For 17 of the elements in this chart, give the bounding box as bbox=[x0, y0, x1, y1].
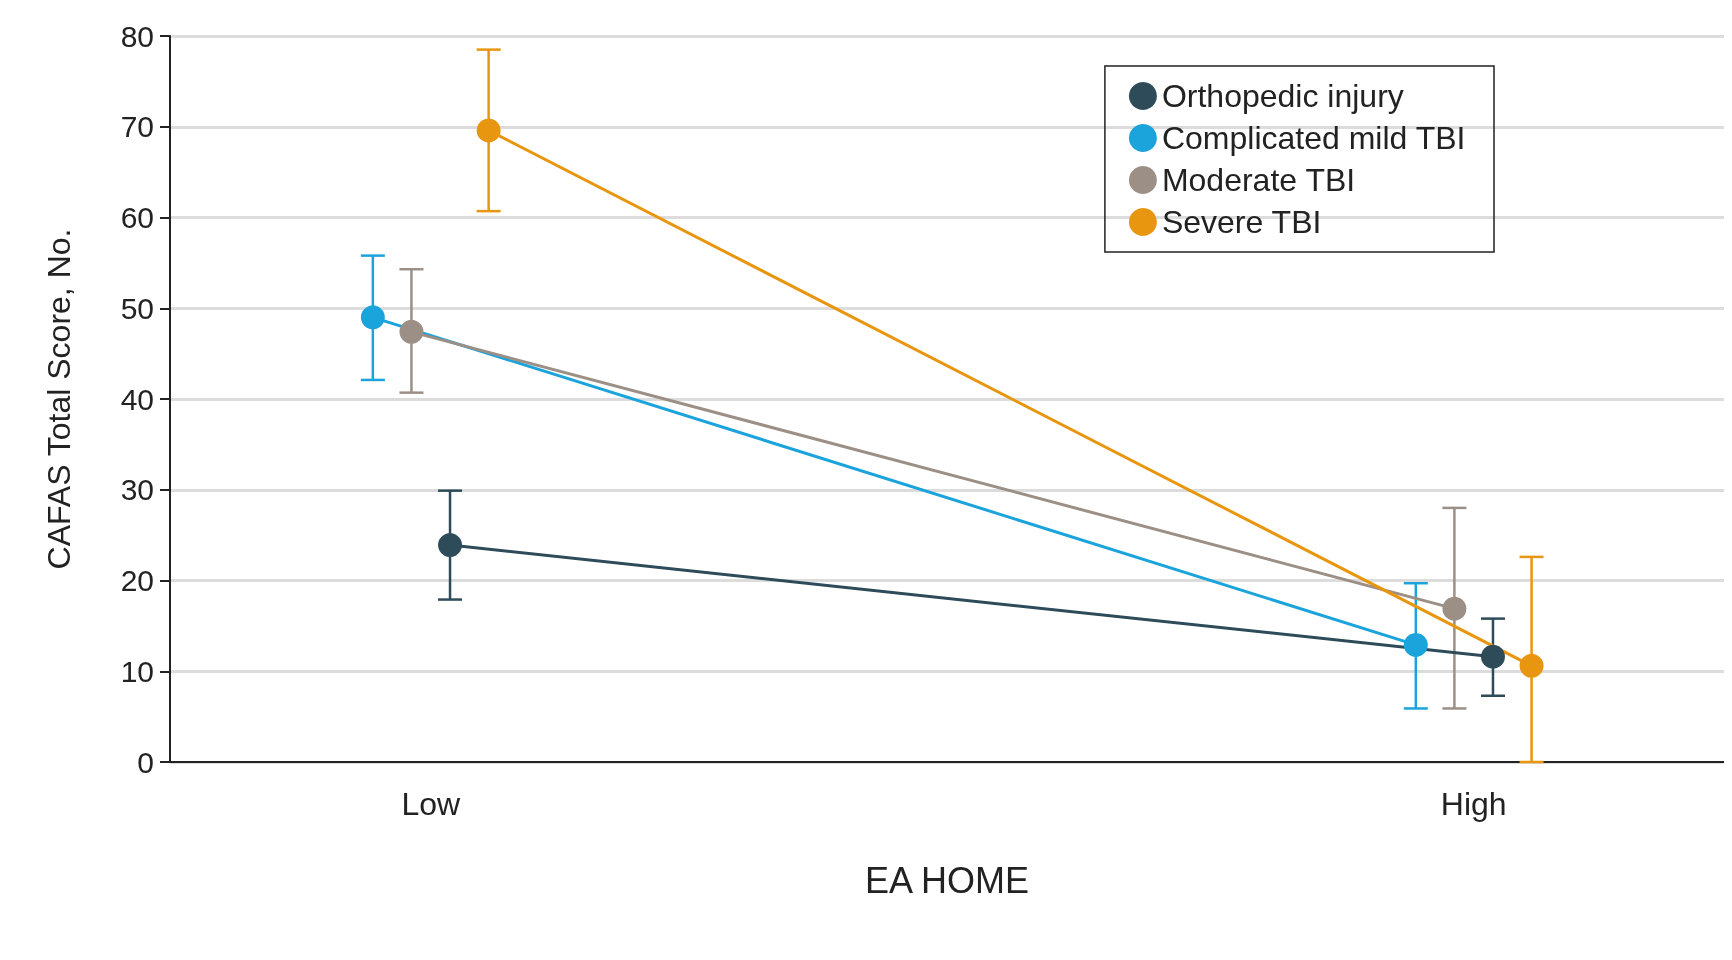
y-tick-label: 70 bbox=[120, 110, 154, 144]
x-tick-label: High bbox=[1440, 786, 1507, 822]
legend-label: Severe TBI bbox=[1161, 204, 1322, 240]
x-axis-title: EA HOME bbox=[864, 859, 1030, 901]
y-tick-label: 0 bbox=[137, 745, 154, 779]
legend-label: Moderate TBI bbox=[1161, 162, 1356, 198]
legend-label: Orthopedic injury bbox=[1161, 78, 1404, 114]
y-axis-title: CAFAS Total Score, No. bbox=[41, 228, 77, 570]
y-tick-label: 40 bbox=[120, 382, 154, 416]
y-tick-label: 10 bbox=[120, 654, 154, 688]
y-tick-label: 80 bbox=[120, 19, 154, 53]
y-tick-label: 20 bbox=[120, 564, 154, 597]
x-tick-label: Low bbox=[401, 786, 461, 822]
y-tick-label: 50 bbox=[120, 291, 154, 325]
legend-label: Complicated mild TBI bbox=[1161, 120, 1466, 156]
y-tick-label: 30 bbox=[120, 473, 154, 507]
y-tick-label: 60 bbox=[120, 201, 154, 234]
